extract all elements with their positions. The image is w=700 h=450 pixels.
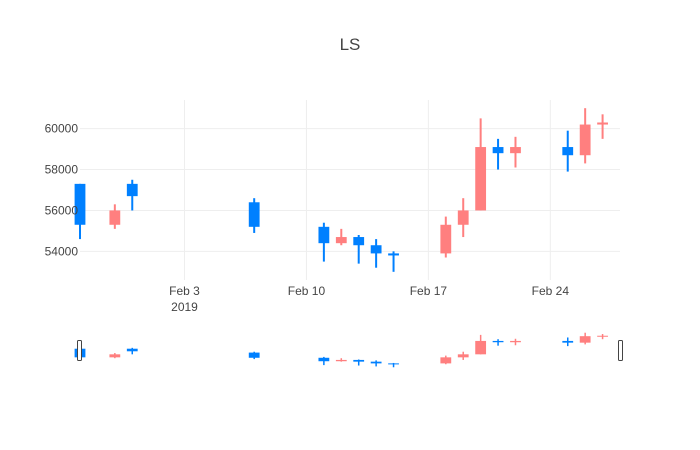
candle-body-increasing bbox=[475, 147, 487, 211]
candle-body-increasing bbox=[597, 122, 608, 125]
range-slider[interactable] bbox=[74, 332, 608, 368]
slider-candle-body bbox=[510, 340, 521, 343]
slider-candle-body bbox=[335, 359, 347, 362]
candle-body-decreasing bbox=[126, 183, 138, 197]
x-tick-label: Feb 3 bbox=[169, 284, 200, 298]
candle-body-decreasing bbox=[370, 245, 382, 254]
y-axis-ticks: 54000 56000 58000 60000 bbox=[45, 122, 79, 259]
y-tick-label: 58000 bbox=[45, 163, 79, 177]
candles bbox=[74, 108, 608, 272]
candle-body-decreasing bbox=[388, 253, 399, 256]
candle-body-decreasing bbox=[74, 183, 86, 225]
candle-body-increasing bbox=[109, 210, 121, 225]
slider-candle-body bbox=[126, 348, 138, 352]
candle-body-decreasing bbox=[492, 147, 504, 154]
slider-candle-body bbox=[457, 354, 469, 358]
x-tick-label: Feb 10 bbox=[288, 284, 326, 298]
candle-body-decreasing bbox=[353, 237, 365, 246]
slider-candle-body bbox=[597, 335, 608, 337]
x-axis-ticks: Feb 3 2019 Feb 10 Feb 17 Feb 24 bbox=[169, 284, 569, 314]
chart-title: LS bbox=[340, 35, 361, 54]
y-tick-label: 56000 bbox=[45, 203, 79, 217]
slider-candle-body bbox=[109, 354, 121, 358]
range-slider-left-handle[interactable] bbox=[77, 340, 82, 361]
slider-candle-body bbox=[492, 340, 504, 343]
slider-candle-body bbox=[248, 352, 260, 358]
candle-body-increasing bbox=[440, 224, 452, 254]
y-tick-label: 60000 bbox=[45, 122, 79, 136]
x-tick-label: Feb 17 bbox=[410, 284, 448, 298]
candle-body-increasing bbox=[457, 210, 469, 225]
slider-candle-body bbox=[562, 340, 574, 343]
candle-body-decreasing bbox=[562, 147, 574, 156]
x-tick-sublabel: 2019 bbox=[171, 300, 198, 314]
slider-candle-body bbox=[475, 340, 487, 355]
slider-candle-body bbox=[353, 359, 365, 362]
y-tick-label: 54000 bbox=[45, 244, 79, 258]
slider-candle-body bbox=[440, 357, 452, 364]
candle-body-decreasing bbox=[318, 226, 330, 244]
candle-body-increasing bbox=[335, 237, 347, 244]
candle-body-decreasing bbox=[248, 202, 260, 227]
x-tick-label: Feb 24 bbox=[532, 284, 570, 298]
slider-candle-body bbox=[370, 361, 382, 364]
candle-body-increasing bbox=[510, 147, 521, 154]
range-slider-right-handle[interactable] bbox=[618, 340, 623, 361]
slider-candle-body bbox=[388, 363, 399, 365]
candle-body-increasing bbox=[579, 124, 591, 156]
gridlines bbox=[80, 100, 620, 280]
slider-candle-body bbox=[579, 336, 591, 343]
slider-candle-body bbox=[318, 357, 330, 362]
